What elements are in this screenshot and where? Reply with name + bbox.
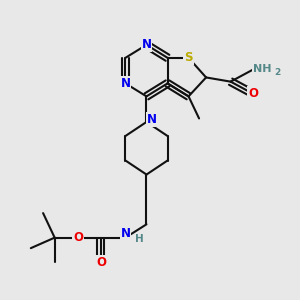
Text: O: O xyxy=(73,231,83,244)
Text: H: H xyxy=(135,234,144,244)
Text: N: N xyxy=(147,113,157,126)
Text: 2: 2 xyxy=(274,68,280,77)
Text: NH: NH xyxy=(253,64,272,74)
Text: N: N xyxy=(121,77,130,90)
Text: N: N xyxy=(121,227,130,240)
Text: N: N xyxy=(142,38,152,51)
Text: S: S xyxy=(184,51,193,64)
Text: O: O xyxy=(96,256,106,269)
Text: O: O xyxy=(248,87,258,101)
